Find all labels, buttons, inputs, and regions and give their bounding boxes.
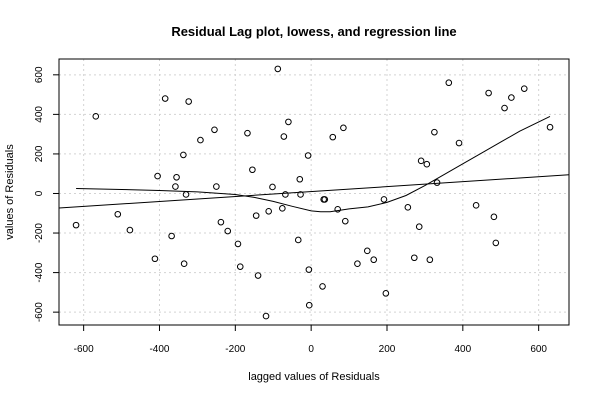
- chart-title: Residual Lag plot, lowess, and regressio…: [171, 24, 456, 39]
- scatter-point: [172, 183, 179, 190]
- scatter-point: [445, 79, 453, 87]
- scatter-point: [305, 301, 313, 309]
- scatter-point: [213, 183, 220, 190]
- scatter-point: [431, 128, 438, 136]
- scatter-point: [92, 113, 100, 120]
- scatter-point: [244, 129, 251, 137]
- y-tick-label: -600: [34, 302, 45, 322]
- scatter-point: [410, 254, 418, 262]
- scatter-point: [305, 266, 313, 273]
- y-tick-label: -200: [34, 223, 45, 243]
- scatter-point: [370, 256, 378, 264]
- scatter-point: [280, 133, 288, 140]
- curves: [59, 115, 569, 213]
- scatter-point: [490, 213, 498, 221]
- x-tick-label: 0: [308, 344, 314, 355]
- scatter-point: [161, 95, 169, 102]
- x-tick-label: -200: [225, 344, 245, 355]
- scatter-point: [417, 157, 425, 165]
- scatter-point: [380, 196, 388, 203]
- scatter-point: [404, 204, 412, 211]
- y-axis: -600 -400 -200 0 200 400 600: [34, 66, 59, 322]
- y-tick-label: 200: [34, 145, 45, 162]
- x-axis-label: lagged values of Residuals: [248, 371, 380, 383]
- scatter-point: [168, 232, 175, 240]
- scatter-point: [341, 217, 349, 225]
- scatter-point: [217, 218, 225, 226]
- scatter-point: [185, 98, 192, 105]
- scatter-point: [262, 312, 270, 320]
- scatter-point: [492, 239, 500, 247]
- scatter-point: [173, 173, 180, 181]
- scatter-point: [180, 260, 188, 267]
- scatter-point: [274, 65, 282, 73]
- y-tick-label: 0: [34, 190, 45, 196]
- lowess-curve: [76, 115, 551, 213]
- y-tick-label: 400: [34, 106, 45, 123]
- scatter-point: [382, 290, 390, 297]
- x-tick-label: 600: [530, 344, 547, 355]
- scatter-point: [329, 133, 337, 141]
- scatter-point: [319, 283, 326, 290]
- scatter-point: [234, 240, 242, 248]
- x-axis: -600 -400 -200 0 200 400 600: [74, 324, 547, 355]
- scatter-point: [249, 166, 256, 174]
- y-tick-label: 600: [34, 66, 45, 83]
- scatter-point: [363, 247, 371, 255]
- scatter-point: [236, 263, 244, 270]
- x-tick-label: -400: [149, 344, 169, 355]
- scatter-point: [154, 172, 161, 180]
- scatter-point: [294, 236, 302, 244]
- scatter-point: [426, 256, 434, 264]
- scatter-point: [321, 196, 329, 203]
- y-axis-label: values of Residuals: [4, 144, 16, 240]
- scatter-point: [423, 160, 431, 168]
- x-tick-label: 400: [454, 344, 471, 355]
- x-tick-label: 200: [379, 344, 396, 355]
- scatter-point: [433, 179, 441, 186]
- plot-frame: [58, 58, 570, 326]
- scatter-point: [508, 94, 515, 101]
- scatter-point: [304, 152, 312, 159]
- scatter-point: [182, 191, 190, 198]
- scatter-point: [520, 85, 528, 92]
- scatter-point: [197, 136, 204, 144]
- scatter-point: [254, 272, 262, 279]
- scatter-point: [180, 151, 187, 159]
- y-tick-label: -400: [34, 262, 45, 282]
- scatter-point: [296, 175, 304, 183]
- scatter-point: [265, 207, 272, 215]
- regression-line: [59, 174, 569, 209]
- scatter-point: [269, 183, 276, 191]
- scatter-point: [126, 226, 134, 234]
- scatter-point: [297, 191, 304, 198]
- x-tick-label: -600: [74, 344, 94, 355]
- scatter-point: [114, 210, 122, 218]
- scatter-point: [224, 227, 232, 235]
- scatter-point: [151, 255, 159, 263]
- scatter-point: [546, 123, 554, 131]
- scatter-point: [282, 191, 289, 198]
- scatter-point: [354, 260, 361, 267]
- scatter-point: [501, 104, 508, 112]
- scatter-point: [415, 223, 423, 231]
- scatter-point: [279, 205, 286, 212]
- points: [72, 65, 554, 320]
- scatter-point: [485, 89, 492, 97]
- scatter-point: [211, 126, 218, 134]
- scatter-point: [455, 139, 463, 147]
- scatter-point: [472, 202, 480, 209]
- grid: [59, 59, 569, 325]
- scatter-point: [285, 118, 292, 126]
- scatter-point: [252, 212, 260, 219]
- scatter-point: [334, 206, 341, 213]
- scatter-point: [72, 221, 80, 229]
- scatter-point: [340, 124, 347, 132]
